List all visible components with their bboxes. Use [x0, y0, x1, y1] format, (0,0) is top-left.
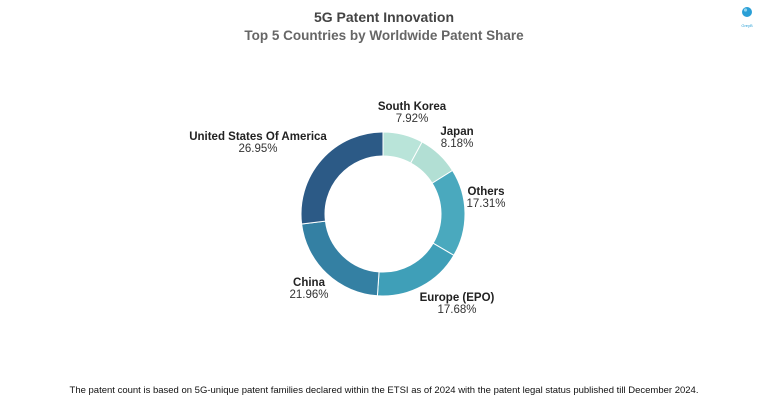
chart-subtitle: Top 5 Countries by Worldwide Patent Shar…: [244, 28, 524, 43]
slice-label: United States Of America 26.95%: [189, 131, 327, 155]
slice-label: South Korea 7.92%: [377, 101, 447, 125]
greyb-logo: GreyB: [739, 5, 755, 28]
donut-slice-others: [431, 169, 466, 257]
donut-slice-united-states-of-america: [300, 131, 384, 225]
slice-label: Japan 8.18%: [440, 126, 474, 150]
slice-label: China 21.96%: [289, 277, 329, 301]
slice-label: Others 17.31%: [466, 186, 506, 210]
footnote: The patent count is based on 5G-unique p…: [69, 385, 699, 396]
slice-label: Europe (EPO) 17.68%: [419, 292, 495, 316]
donut-slice-europe-epo-: [376, 242, 455, 297]
chart-title: 5G Patent Innovation: [313, 9, 454, 25]
